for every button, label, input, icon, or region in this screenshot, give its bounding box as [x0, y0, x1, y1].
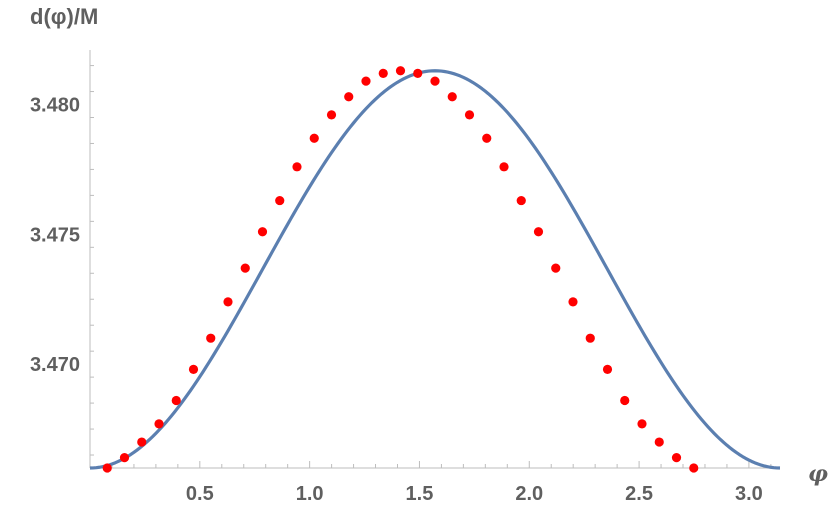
x-tick-label: 3.0 [735, 483, 763, 505]
data-point [516, 195, 526, 206]
data-point [154, 419, 164, 429]
data-point [257, 227, 268, 237]
x-tick-label: 2.0 [515, 483, 543, 505]
x-ticks: 0.5 1.0 1.5 2.0 2.5 3.0 [111, 461, 772, 505]
data-point [137, 437, 147, 447]
data-point [533, 227, 544, 237]
series-line [89, 69, 781, 470]
data-point [637, 419, 647, 429]
data-point [171, 395, 181, 406]
data-point [344, 92, 354, 102]
data-point [551, 263, 561, 273]
y-tick-label: 3.480 [30, 95, 80, 117]
x-tick-label: 2.5 [625, 483, 653, 505]
data-point [119, 453, 130, 463]
data-point [654, 437, 664, 447]
data-point [292, 162, 302, 172]
data-point [671, 453, 682, 463]
data-point [620, 395, 630, 406]
data-point [585, 333, 595, 343]
data-point [309, 133, 319, 143]
data-point [602, 364, 613, 374]
data-point [206, 333, 216, 343]
data-point [361, 76, 371, 86]
axes [89, 50, 780, 469]
data-point [447, 92, 457, 102]
data-point [395, 66, 406, 76]
data-point [188, 364, 199, 374]
y-tick-label: 3.475 [30, 224, 80, 246]
x-axis-label: φ [808, 461, 828, 487]
data-point [326, 110, 337, 120]
data-point [464, 110, 475, 120]
data-point [430, 76, 440, 86]
y-tick-label: 3.470 [30, 354, 80, 376]
data-point [499, 162, 509, 172]
x-tick-label: 1.5 [406, 483, 434, 505]
data-point [568, 297, 578, 307]
y-axis-label: d(φ)/M [30, 4, 98, 29]
plot-area [89, 66, 781, 473]
data-point [102, 463, 112, 473]
data-point [689, 463, 699, 473]
data-point [482, 133, 492, 143]
x-tick-label: 1.0 [296, 483, 324, 505]
data-point [275, 195, 285, 206]
data-point [413, 68, 423, 78]
y-ticks: 3.470 3.475 3.480 [30, 65, 94, 456]
data-point [240, 263, 250, 273]
x-tick-label: 0.5 [186, 483, 214, 505]
data-point [378, 68, 388, 78]
data-point [223, 297, 233, 307]
